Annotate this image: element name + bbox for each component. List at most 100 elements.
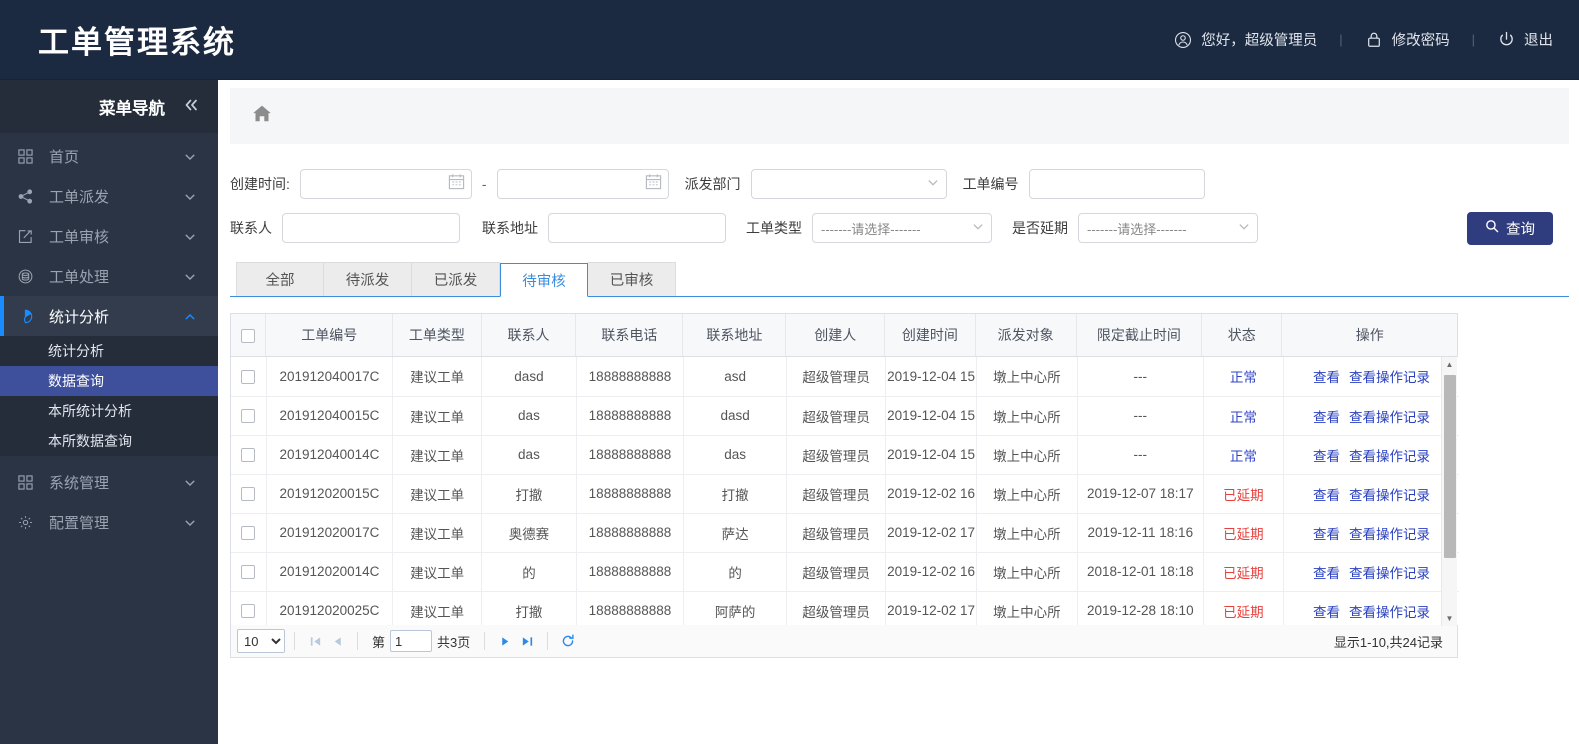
view-log-link[interactable]: 查看操作记录: [1349, 370, 1431, 386]
search-button[interactable]: 查询: [1467, 211, 1553, 245]
sidebar-item-review[interactable]: 工单审核: [0, 216, 218, 256]
order-no-input[interactable]: [1028, 169, 1205, 199]
scrollbar-thumb[interactable]: [1444, 375, 1456, 558]
page-number-input[interactable]: [390, 630, 433, 652]
tab-label: 已审核: [609, 273, 654, 289]
sidebar-item-statistics[interactable]: 统计分析: [0, 296, 218, 336]
last-page-button[interactable]: [516, 630, 538, 652]
row-checkbox[interactable]: [241, 369, 256, 384]
cell-creator: 超级管理员: [786, 357, 887, 397]
row-checkbox[interactable]: [241, 487, 256, 502]
cell-target: 墩上中心所: [976, 396, 1078, 436]
view-log-link[interactable]: 查看操作记录: [1349, 604, 1431, 620]
cell-order-type: 建议工单: [392, 474, 483, 514]
sidebar: 菜单导航 首页: [0, 80, 218, 744]
create-time-start-input[interactable]: [299, 169, 472, 199]
row-select-cell: [231, 357, 267, 397]
view-link[interactable]: 查看: [1313, 565, 1341, 581]
cell-order-no: 201912020017C: [266, 513, 394, 553]
order-type-select[interactable]: -------请选择-------: [812, 213, 992, 243]
view-link[interactable]: 查看: [1313, 604, 1341, 620]
sidebar-item-config-management[interactable]: 配置管理: [0, 502, 218, 542]
view-link[interactable]: 查看: [1313, 448, 1341, 464]
tab-all[interactable]: 全部: [236, 262, 324, 296]
address-input[interactable]: [548, 213, 726, 243]
cell-phone: 18888888888: [576, 552, 685, 592]
view-log-link[interactable]: 查看操作记录: [1349, 487, 1431, 503]
sidebar-item-home[interactable]: 首页: [0, 136, 218, 176]
cell-target: 墩上中心所: [976, 357, 1078, 397]
page-size-select[interactable]: 102050100: [237, 629, 285, 653]
order-no-label: 工单编号: [962, 176, 1019, 192]
view-link[interactable]: 查看: [1313, 409, 1341, 425]
collapse-sidebar-icon[interactable]: [183, 98, 200, 116]
scroll-down-icon[interactable]: ▼: [1445, 614, 1454, 623]
select-all-checkbox[interactable]: [241, 328, 256, 343]
table-row[interactable]: 201912020015C 建议工单 打撤 18888888888 打撤 超级管理员 201…: [231, 474, 1459, 514]
sidebar-subitem-statistics-analysis[interactable]: 统计分析: [0, 336, 218, 366]
cell-actions: 查看 查看操作记录: [1283, 513, 1459, 553]
status-badge: 已延期: [1203, 552, 1285, 592]
sidebar-item-dispatch[interactable]: 工单派发: [0, 176, 218, 216]
table-vertical-scrollbar[interactable]: ▲ ▼: [1441, 357, 1457, 626]
tab-dispatched[interactable]: 已派发: [412, 262, 500, 296]
pagination-bar: 102050100 第 共3页 显示1-10,共24记录: [230, 625, 1458, 658]
table-row[interactable]: 201912020017C 建议工单 奥德赛 18888888888 萨达 超级管理员 20…: [231, 513, 1459, 553]
row-checkbox[interactable]: [241, 565, 256, 580]
table-row[interactable]: 201912040014C 建议工单 das 18888888888 das 超级管理员 2…: [231, 435, 1459, 475]
cell-order-type: 建议工单: [392, 396, 483, 436]
cell-order-no: 201912020025C: [266, 591, 394, 625]
view-log-link[interactable]: 查看操作记录: [1349, 448, 1431, 464]
view-log-link[interactable]: 查看操作记录: [1349, 409, 1431, 425]
change-password-label: 修改密码: [1391, 33, 1450, 49]
cell-phone: 18888888888: [576, 513, 685, 553]
home-icon[interactable]: [252, 104, 272, 128]
sidebar-subitem-local-statistics[interactable]: 本所统计分析: [0, 396, 218, 426]
sidebar-item-system-management[interactable]: 系统管理: [0, 462, 218, 502]
sidebar-item-label: 工单审核: [49, 228, 110, 246]
scroll-up-icon[interactable]: ▲: [1445, 360, 1454, 369]
status-badge: 正常: [1203, 435, 1285, 475]
select-all-cell: [231, 314, 267, 357]
cell-created: 2019-12-04 15: [885, 396, 977, 436]
table-row[interactable]: 201912040017C 建议工单 dasd 18888888888 asd 超级管理员…: [231, 357, 1459, 397]
app-header: 工单管理系统 您好，超级管理员 | 修改密码 |: [0, 0, 1579, 80]
view-log-link[interactable]: 查看操作记录: [1349, 565, 1431, 581]
view-link[interactable]: 查看: [1313, 370, 1341, 386]
create-time-end-input[interactable]: [496, 169, 669, 199]
table-row[interactable]: 201912040015C 建议工单 das 18888888888 dasd 超级管理员…: [231, 396, 1459, 436]
row-checkbox[interactable]: [241, 526, 256, 541]
row-checkbox[interactable]: [241, 604, 256, 619]
view-log-link[interactable]: 查看操作记录: [1349, 526, 1431, 542]
sidebar-subitem-label: 数据查询: [48, 373, 104, 389]
sidebar-item-process[interactable]: 工单处理: [0, 256, 218, 296]
row-checkbox[interactable]: [241, 409, 256, 424]
table-row[interactable]: 201912020014C 建议工单的 18888888888 的超级管理员 2019-…: [231, 552, 1459, 592]
change-password-button[interactable]: 修改密码: [1361, 29, 1454, 50]
user-greeting[interactable]: 您好，超级管理员: [1170, 29, 1321, 50]
dispatch-dept-select[interactable]: [750, 169, 947, 199]
tab-pending-dispatch[interactable]: 待派发: [324, 262, 412, 296]
status-badge: 已延期: [1203, 474, 1285, 514]
first-page-button[interactable]: [304, 630, 326, 652]
tab-pending-review[interactable]: 待审核: [500, 263, 588, 297]
contact-input[interactable]: [282, 213, 460, 243]
table-row[interactable]: 201912020025C 建议工单 打撤 18888888888 阿萨的 超级管理员 20…: [231, 591, 1459, 625]
logout-button[interactable]: 退出: [1493, 29, 1557, 50]
view-link[interactable]: 查看: [1313, 487, 1341, 503]
view-link[interactable]: 查看: [1313, 526, 1341, 542]
sidebar-subitem-local-data-query[interactable]: 本所数据查询: [0, 426, 218, 456]
cell-address: asd: [683, 357, 788, 397]
tab-reviewed[interactable]: 已审核: [588, 262, 676, 296]
cell-deadline: ---: [1077, 435, 1204, 475]
prev-page-button[interactable]: [326, 630, 348, 652]
refresh-button[interactable]: [557, 630, 579, 652]
cell-phone: 18888888888: [576, 474, 685, 514]
delayed-select[interactable]: -------请选择-------: [1078, 213, 1258, 243]
cell-contact: dasd: [481, 357, 577, 397]
next-page-button[interactable]: [494, 630, 516, 652]
header-actions: 您好，超级管理员 | 修改密码 | 退出: [1170, 29, 1557, 50]
row-checkbox[interactable]: [241, 448, 256, 463]
sidebar-subitem-data-query[interactable]: 数据查询: [0, 366, 218, 396]
contact-label: 联系人: [230, 220, 272, 236]
